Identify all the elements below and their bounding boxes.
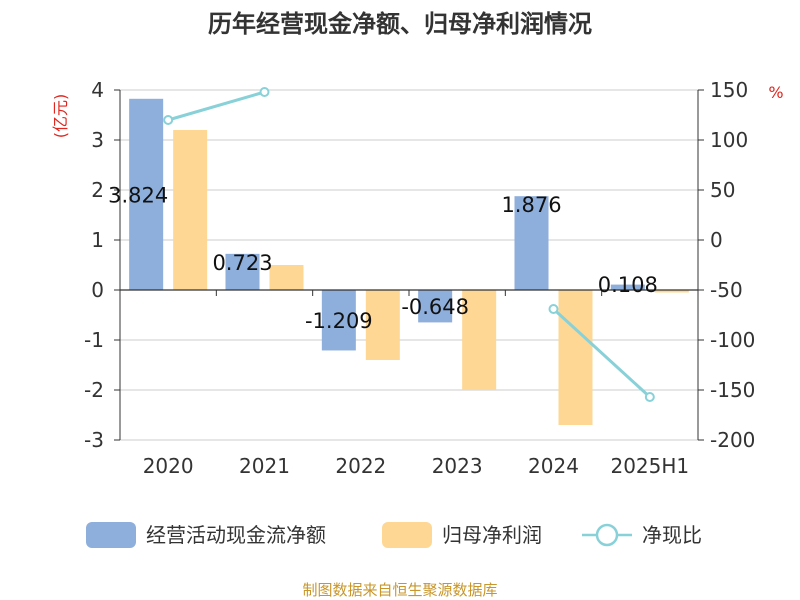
left-tick-label: -3 (84, 428, 104, 452)
left-tick-label: 0 (91, 278, 104, 302)
label-layer: 3.824 0.723 -1.209 -0.648 1.876 0.108 (108, 183, 658, 333)
bar-netprofit (173, 130, 208, 290)
right-tick-label: 0 (710, 228, 723, 252)
data-label: 0.108 (598, 273, 658, 297)
right-axis-unit: % (768, 83, 783, 102)
legend-label: 净现比 (642, 523, 702, 547)
left-tick-label: -1 (84, 328, 104, 352)
ratio-point (259, 87, 270, 97)
ratio-point (163, 115, 174, 125)
right-tick-label: 100 (710, 128, 748, 152)
right-tick-label: -200 (710, 428, 755, 452)
legend-label: 经营活动现金流净额 (146, 523, 326, 547)
legend-swatch (86, 522, 136, 548)
bar-cashflow (225, 253, 260, 290)
data-label: 1.876 (501, 193, 561, 217)
right-tick-label: -50 (710, 278, 743, 302)
legend-label: 归母净利润 (442, 523, 542, 547)
data-label: 3.824 (108, 183, 168, 207)
bar-netprofit (558, 290, 593, 425)
left-tick-label: 2 (91, 178, 104, 202)
data-label: -1.209 (305, 309, 373, 333)
left-axis-unit: (亿元) (51, 94, 70, 139)
bar-netprofit (462, 290, 497, 390)
line-layer (163, 87, 655, 402)
legend: 经营活动现金流净额 归母净利润 净现比 (86, 522, 702, 548)
category-label: 2025H1 (610, 454, 689, 478)
ratio-line-segment (552, 307, 651, 399)
data-label: -0.648 (401, 295, 469, 319)
legend-marker-icon (595, 523, 619, 547)
left-tick-label: 4 (91, 78, 104, 102)
grid-layer (120, 89, 698, 441)
ratio-point (644, 392, 655, 402)
right-tick-label: 150 (710, 78, 748, 102)
ratio-point (548, 304, 559, 314)
bar-cashflow (514, 196, 549, 290)
category-label: 2023 (432, 454, 483, 478)
ratio-line-segment (167, 90, 265, 122)
right-tick-label: -150 (710, 378, 755, 402)
data-label: 0.723 (212, 251, 272, 275)
axis-layer: 4 3 2 1 0 -1 -2 -3 150 100 50 0 -50 -100 -150 -200 2020 2… (84, 78, 755, 478)
bar-netprofit (654, 290, 689, 293)
bar-cashflow (129, 98, 164, 290)
category-label: 2020 (143, 454, 194, 478)
data-source-note: 制图数据来自恒生聚源数据库 (302, 581, 497, 599)
chart-title: 历年经营现金净额、归母净利润情况 (208, 10, 592, 38)
category-label: 2024 (528, 454, 579, 478)
bars-layer (129, 98, 689, 425)
category-label: 2021 (239, 454, 290, 478)
left-tick-label: 3 (91, 128, 104, 152)
right-tick-label: 50 (710, 178, 735, 202)
left-tick-label: -2 (84, 378, 104, 402)
bar-netprofit (269, 265, 304, 290)
left-tick-label: 1 (91, 228, 104, 252)
legend-swatch (382, 522, 432, 548)
category-label: 2022 (335, 454, 386, 478)
bar-cashflow (610, 284, 645, 290)
bar-netprofit (365, 290, 400, 360)
bar-cashflow (321, 290, 356, 351)
right-tick-label: -100 (710, 328, 755, 352)
bar-cashflow (418, 290, 453, 323)
